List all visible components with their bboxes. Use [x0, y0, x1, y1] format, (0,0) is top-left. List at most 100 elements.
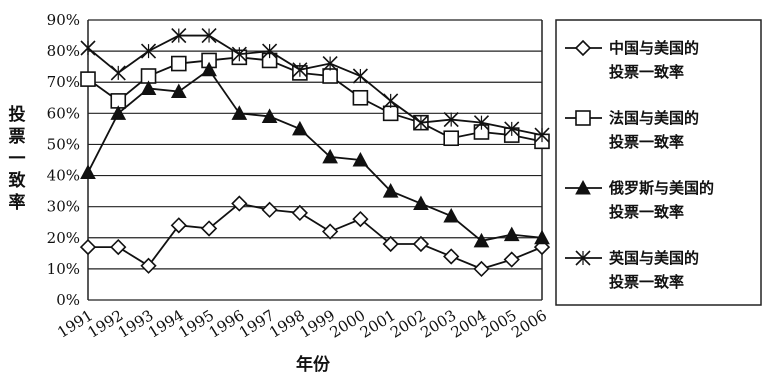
- marker-triangle: [140, 80, 157, 95]
- marker-diamond: [291, 204, 308, 222]
- marker-x: [140, 43, 157, 59]
- legend-label-line1: 俄罗斯与美国的: [608, 179, 714, 197]
- marker-x: [201, 27, 217, 44]
- y-axis-label-char: 率: [9, 192, 26, 213]
- marker-diamond: [503, 251, 520, 268]
- marker-triangle: [231, 105, 248, 120]
- series-triangle: [80, 61, 550, 248]
- marker-square: [382, 105, 399, 122]
- marker-triangle: [443, 207, 460, 223]
- marker-diamond: [231, 195, 248, 212]
- marker-diamond: [352, 210, 369, 228]
- marker-x: [262, 43, 278, 59]
- marker-triangle: [80, 164, 96, 179]
- marker-square: [171, 55, 187, 72]
- marker-diamond: [261, 201, 278, 218]
- marker-x: [352, 68, 368, 84]
- legend-label-line1: 法国与美国的: [609, 109, 699, 127]
- y-tick-label: 0%: [56, 291, 80, 309]
- y-tick-label: 80%: [47, 42, 80, 60]
- marker-square: [575, 110, 591, 126]
- marker-diamond: [443, 248, 460, 265]
- series-group: [79, 27, 551, 278]
- marker-x: [413, 115, 429, 131]
- marker-triangle: [575, 179, 591, 195]
- y-axis-label-char: 票: [9, 127, 26, 147]
- y-axis-label-char: 一: [9, 149, 26, 169]
- x-axis-label: 年份: [296, 354, 331, 375]
- y-tick-label: 60%: [47, 104, 80, 122]
- marker-diamond: [170, 217, 187, 234]
- marker-square: [322, 68, 338, 84]
- y-tick-label: 10%: [47, 260, 80, 278]
- marker-diamond: [110, 238, 127, 256]
- series-line: [87, 56, 543, 143]
- legend-label-line1: 英国与美国的: [609, 249, 699, 267]
- x-tick-labels: 1991199219931994199519961997199819992000…: [54, 306, 550, 342]
- legend-label-line2: 投票一致率: [609, 63, 684, 81]
- marker-square: [352, 89, 369, 106]
- y-tick-label: 50%: [47, 135, 80, 153]
- marker-diamond: [200, 220, 218, 237]
- marker-triangle: [503, 226, 520, 242]
- marker-diamond: [574, 39, 592, 57]
- y-axis-label-char: 投: [9, 104, 26, 125]
- legend-label-line2: 投票一致率: [609, 203, 684, 221]
- marker-square: [80, 71, 96, 87]
- marker-square: [443, 130, 460, 147]
- marker-diamond: [473, 260, 490, 278]
- legend-label-line1: 中国与美国的: [609, 39, 699, 57]
- y-tick-label: 40%: [47, 167, 80, 185]
- marker-triangle: [352, 151, 369, 167]
- x-tick-label: 2006: [508, 306, 550, 342]
- series-line: [88, 202, 543, 270]
- marker-diamond: [382, 235, 399, 253]
- marker-x: [473, 115, 490, 131]
- legend-label-line2: 投票一致率: [609, 133, 684, 151]
- series-line: [87, 68, 543, 242]
- marker-x: [322, 55, 338, 72]
- marker-triangle: [170, 83, 187, 99]
- marker-triangle: [322, 148, 338, 164]
- marker-x: [231, 46, 247, 62]
- marker-diamond: [322, 223, 339, 240]
- marker-triangle: [473, 232, 490, 248]
- series-square: [80, 49, 550, 150]
- legend-label-line2: 投票一致率: [609, 273, 684, 291]
- series-diamond: [79, 195, 551, 278]
- marker-x: [110, 65, 126, 81]
- marker-x: [504, 121, 520, 137]
- legend: 中国与美国的投票一致率法国与美国的投票一致率俄罗斯与美国的投票一致率英国与美国的…: [555, 19, 762, 306]
- y-tick-labels: 0% 10% 20% 30% 40% 50% 60% 70% 80% 90%: [47, 11, 80, 309]
- marker-triangle: [201, 61, 217, 77]
- marker-diamond: [412, 235, 430, 253]
- marker-diamond: [79, 238, 97, 256]
- marker-triangle: [534, 229, 550, 245]
- marker-x: [383, 93, 399, 109]
- y-axis-label: 投票一致率: [9, 104, 27, 213]
- y-tick-label: 70%: [47, 73, 80, 91]
- y-tick-label: 20%: [47, 229, 80, 247]
- marker-x: [443, 111, 459, 128]
- marker-x: [575, 250, 591, 266]
- marker-x: [80, 40, 96, 56]
- marker-triangle: [261, 108, 278, 123]
- marker-x: [534, 127, 550, 143]
- marker-triangle: [413, 195, 429, 211]
- marker-triangle: [110, 105, 127, 120]
- y-tick-label: 30%: [47, 198, 80, 216]
- y-axis-label-char: 致: [9, 170, 27, 191]
- series-x: [80, 27, 550, 143]
- marker-diamond: [140, 257, 157, 274]
- marker-x: [292, 62, 308, 78]
- grid-lines: [87, 19, 543, 301]
- marker-triangle: [292, 120, 308, 136]
- series-line: [87, 34, 543, 136]
- y-tick-label: 90%: [47, 11, 80, 29]
- marker-x: [171, 27, 187, 44]
